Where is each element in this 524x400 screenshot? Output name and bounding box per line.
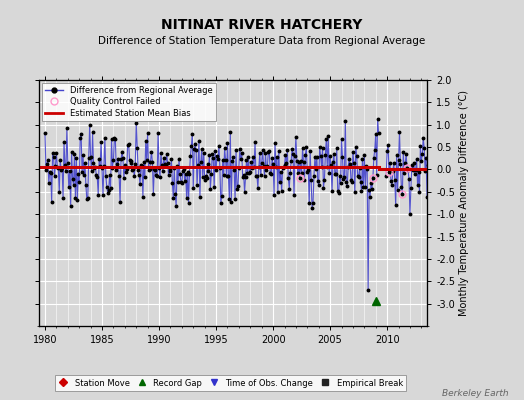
- Text: Difference of Station Temperature Data from Regional Average: Difference of Station Temperature Data f…: [99, 36, 425, 46]
- Text: NITINAT RIVER HATCHERY: NITINAT RIVER HATCHERY: [161, 18, 363, 32]
- Legend: Station Move, Record Gap, Time of Obs. Change, Empirical Break: Station Move, Record Gap, Time of Obs. C…: [55, 375, 406, 391]
- Legend: Difference from Regional Average, Quality Control Failed, Estimated Station Mean: Difference from Regional Average, Qualit…: [42, 82, 216, 121]
- Y-axis label: Monthly Temperature Anomaly Difference (°C): Monthly Temperature Anomaly Difference (…: [459, 90, 470, 316]
- Text: Berkeley Earth: Berkeley Earth: [442, 389, 508, 398]
